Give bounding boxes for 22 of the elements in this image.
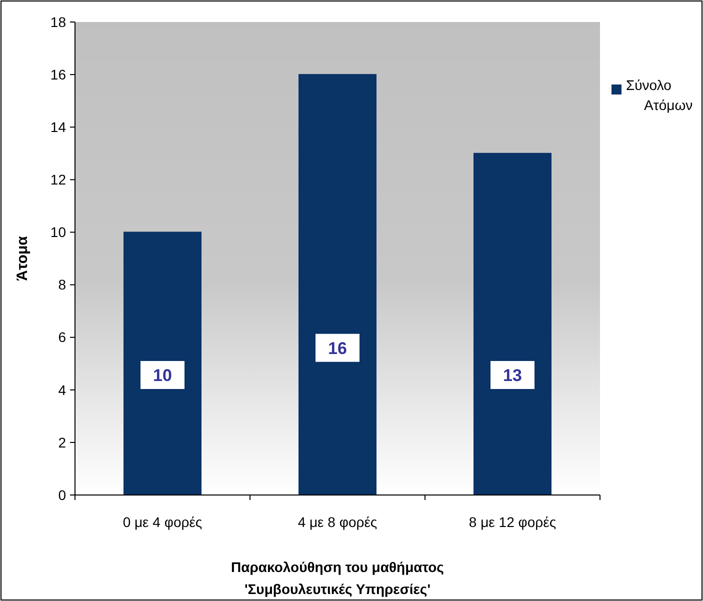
y-tick-label: 8: [58, 276, 66, 293]
legend-label: Σύνολο Ατόμων: [626, 77, 693, 113]
y-tick-label: 10: [50, 224, 66, 240]
bar: [474, 152, 552, 496]
data-label: 16: [328, 338, 347, 358]
bar: [124, 232, 202, 496]
y-tick-label: 4: [58, 382, 66, 398]
bar: [298, 74, 376, 496]
data-label: 10: [153, 366, 172, 385]
y-tick-label: 2: [58, 434, 66, 450]
y-tick-label: 0: [58, 486, 66, 503]
data-label: 13: [503, 366, 522, 385]
y-tick-label: 18: [50, 14, 66, 30]
y-axis-title: Άτομα: [14, 235, 31, 281]
x-tick-label: 4 με 8 φορές: [298, 514, 378, 530]
y-tick-label: 6: [58, 329, 66, 346]
x-tick-label: 0 με 4 φορές: [122, 514, 202, 530]
y-tick-label: 14: [50, 119, 66, 136]
y-tick-label: 12: [50, 172, 66, 188]
x-tick-label: 8 με 12 φορές: [468, 514, 556, 530]
y-tick-label: 16: [50, 66, 66, 82]
x-axis-title: Παρακολούθηση του μαθήματος 'Συμβουλευτικές Υπηρεσίες': [231, 559, 444, 597]
